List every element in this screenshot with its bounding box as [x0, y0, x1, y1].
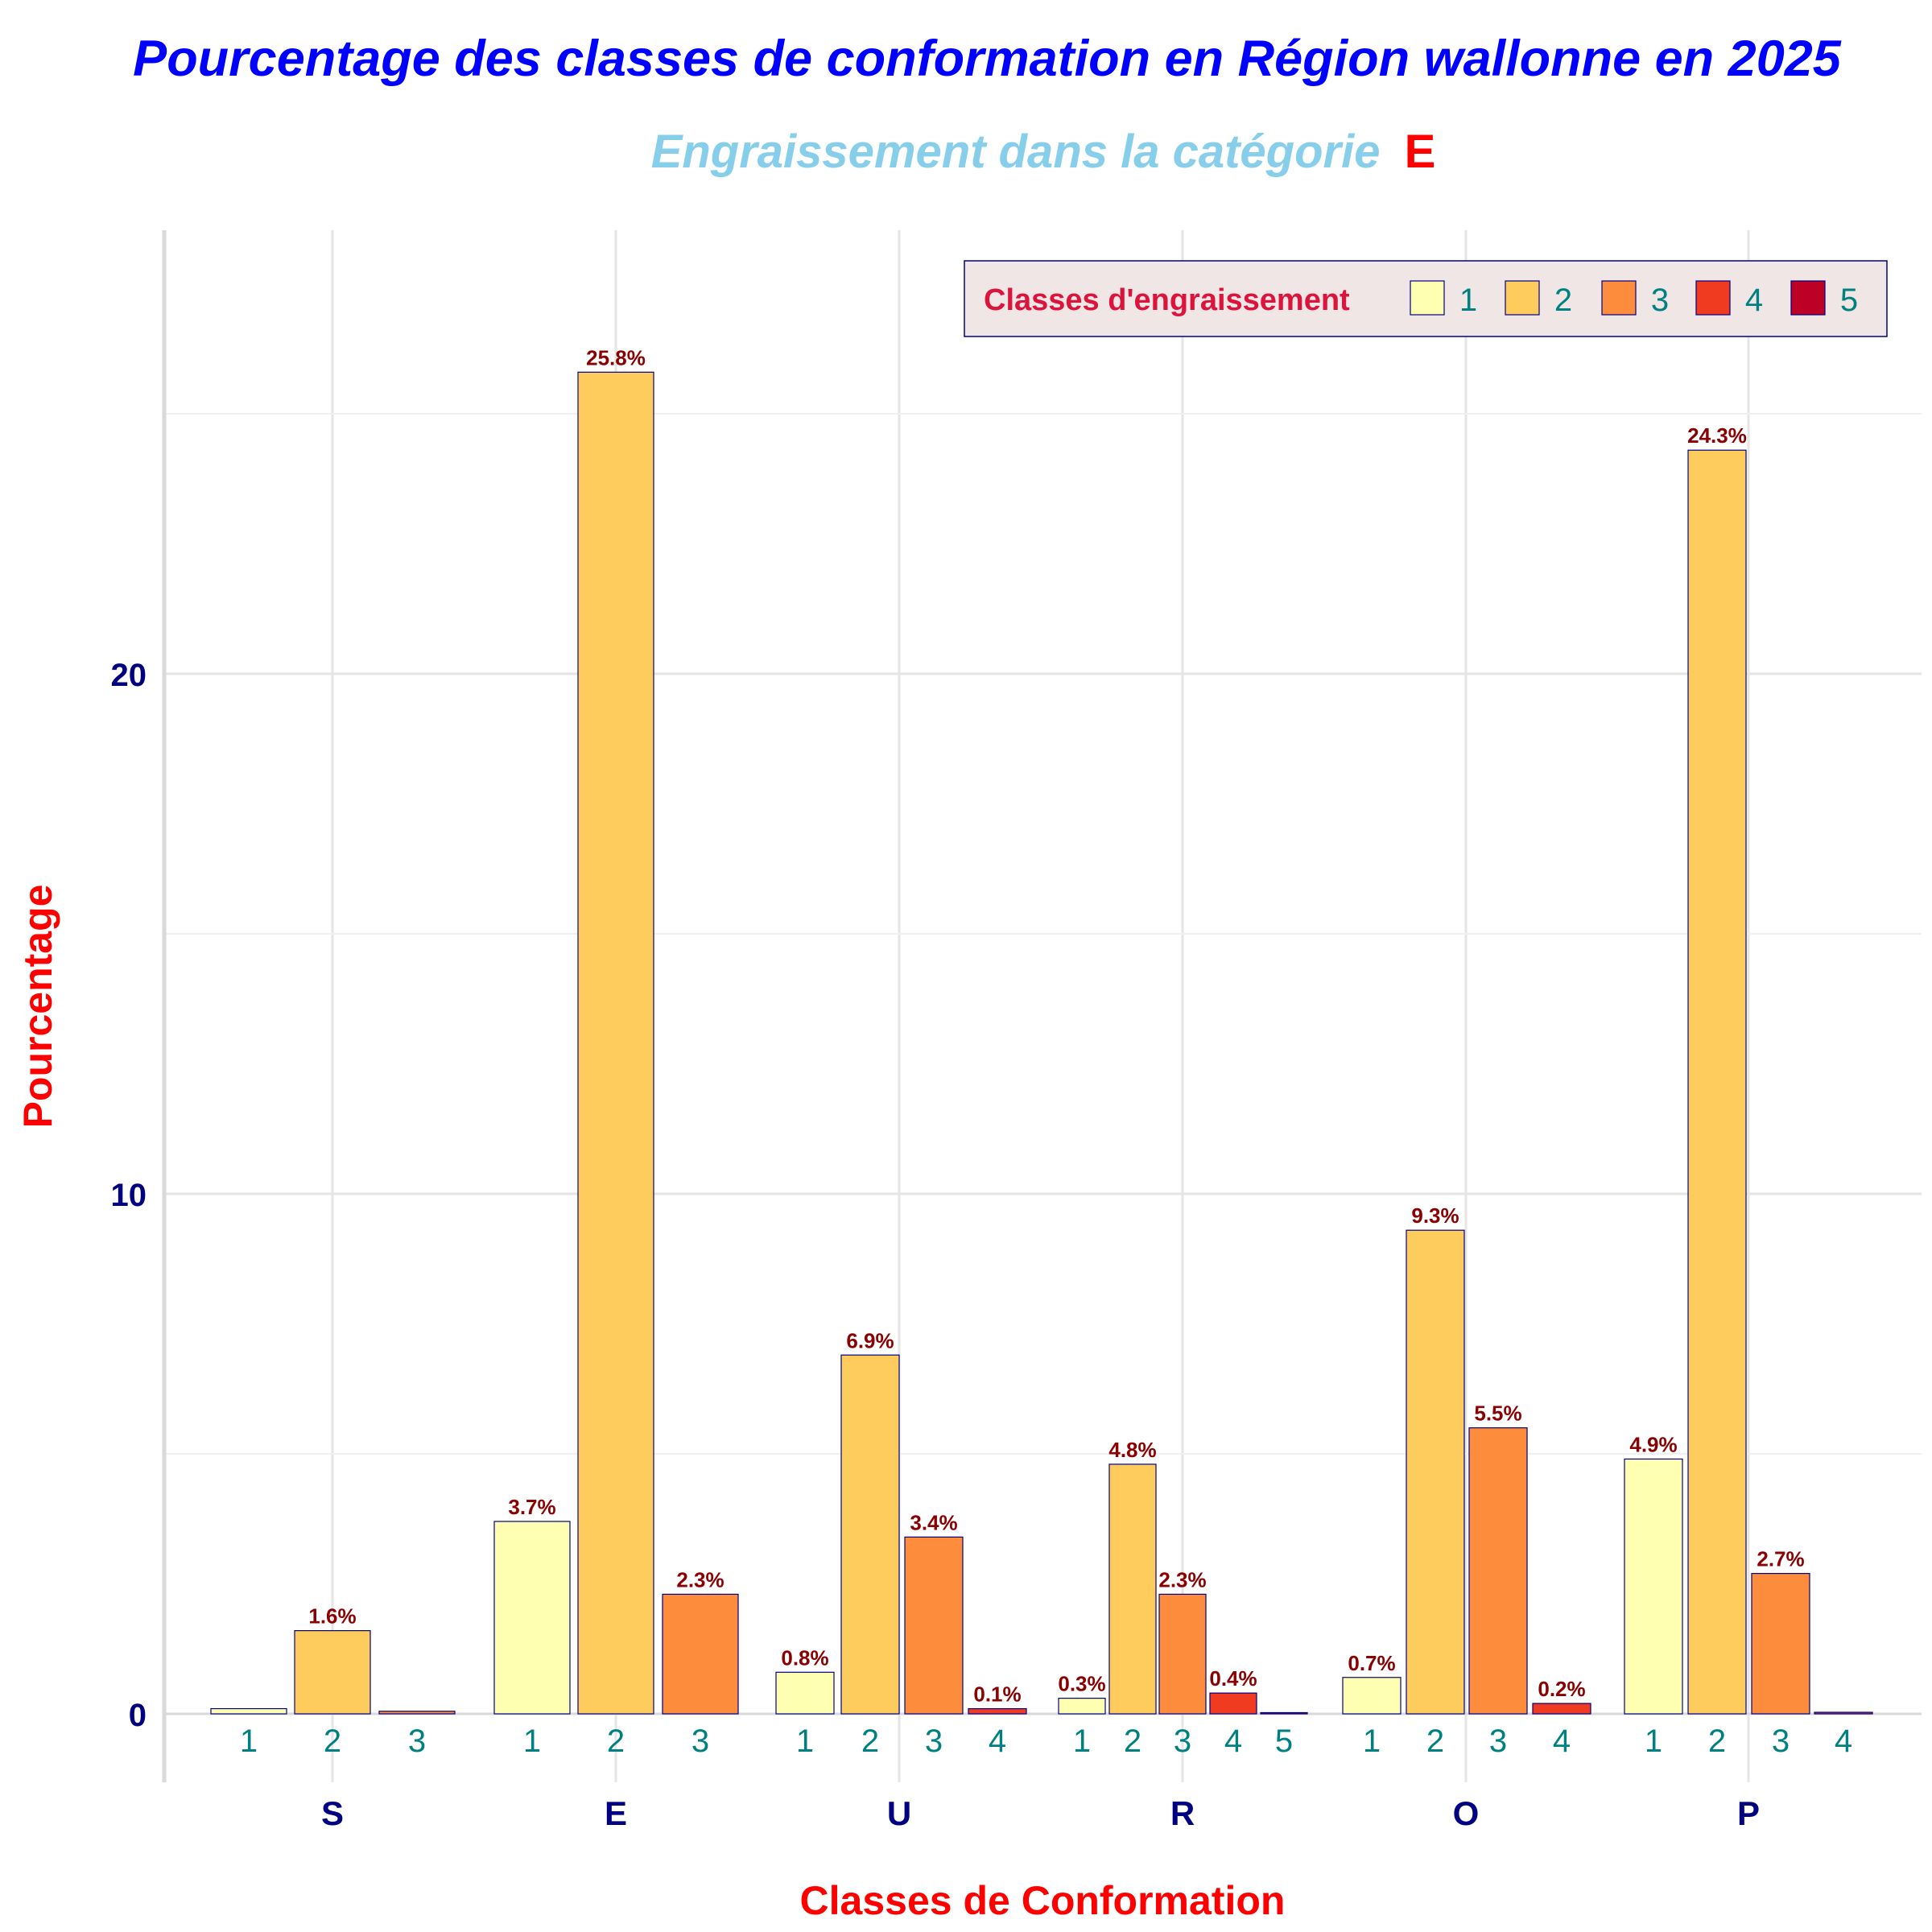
- y-tick-label: 10: [111, 1178, 147, 1213]
- y-tick-label: 0: [129, 1698, 147, 1733]
- sub-tick-S-3: 3: [408, 1724, 426, 1759]
- legend-label-3: 3: [1651, 283, 1669, 318]
- data-label-O-2: 9.3%: [1411, 1203, 1459, 1228]
- bar-U-2: [840, 1354, 900, 1715]
- sub-tick-O-3: 3: [1489, 1724, 1507, 1759]
- sub-tick-P-3: 3: [1772, 1724, 1790, 1759]
- legend-swatch-3: [1601, 280, 1637, 316]
- bar-S-2: [294, 1630, 371, 1715]
- bar-U-4: [968, 1707, 1027, 1715]
- sub-tick-U-3: 3: [925, 1724, 943, 1759]
- y-axis-ticks: 0 10 20: [111, 658, 147, 1733]
- bar-P-3: [1751, 1572, 1810, 1715]
- group-label-R: R: [1170, 1794, 1195, 1832]
- sub-tick-R-2: 2: [1124, 1724, 1141, 1759]
- group-label-O: O: [1453, 1794, 1480, 1832]
- sub-tick-E-1: 1: [523, 1724, 541, 1759]
- bar-O-2: [1406, 1229, 1465, 1715]
- chart-title: Pourcentage des classes de conformation …: [133, 31, 1842, 87]
- bar-P-4: [1814, 1711, 1873, 1715]
- legend-label-2: 2: [1554, 283, 1572, 318]
- legend-swatch-5: [1790, 280, 1826, 316]
- y-axis-title: Pourcentage: [15, 885, 60, 1129]
- bar-S-3: [378, 1711, 456, 1715]
- data-label-R-3: 2.3%: [1158, 1567, 1206, 1591]
- bar-O-4: [1532, 1703, 1591, 1715]
- sub-tick-S-1: 1: [240, 1724, 258, 1759]
- group-label-E: E: [605, 1794, 627, 1832]
- data-label-R-1: 0.3%: [1058, 1672, 1105, 1696]
- data-label-O-4: 0.2%: [1538, 1677, 1585, 1701]
- sub-tick-S-2: 2: [324, 1724, 341, 1759]
- bars: [210, 371, 1873, 1715]
- group-label-U: U: [887, 1794, 911, 1832]
- sub-tick-R-3: 3: [1174, 1724, 1191, 1759]
- subtitle-prefix: Engraissement dans la catégorie: [651, 126, 1381, 178]
- sub-tick-E-3: 3: [691, 1724, 709, 1759]
- y-tick-label: 20: [111, 658, 147, 693]
- x-axis-title: Classes de Conformation: [800, 1878, 1286, 1923]
- sub-tick-O-2: 2: [1426, 1724, 1444, 1759]
- legend-label-1: 1: [1459, 283, 1477, 318]
- data-label-S-2: 1.6%: [308, 1604, 356, 1629]
- bar-O-3: [1468, 1427, 1528, 1715]
- sub-tick-U-2: 2: [861, 1724, 879, 1759]
- sub-tick-U-4: 4: [989, 1724, 1006, 1759]
- data-label-U-4: 0.1%: [973, 1682, 1021, 1707]
- sub-tick-R-1: 1: [1073, 1724, 1091, 1759]
- x-axis-ticks: 1 2 3S1 2 3E1 2 3 4U1 2 3 4 5R1 2 3 4O1 2 3 4P: [240, 1724, 1852, 1832]
- chart-subtitle: Engraissement dans la catégorie E: [651, 126, 1436, 178]
- data-label-E-2: 25.8%: [586, 345, 646, 369]
- sub-tick-P-2: 2: [1708, 1724, 1726, 1759]
- data-label-U-2: 6.9%: [846, 1328, 894, 1352]
- bar-E-2: [577, 371, 654, 1715]
- bar-P-2: [1687, 449, 1747, 1715]
- bar-U-1: [775, 1671, 835, 1715]
- legend-label-4: 4: [1745, 283, 1763, 318]
- legend-title: Classes d'engraissement: [984, 283, 1350, 317]
- bar-R-3: [1158, 1593, 1207, 1715]
- sub-tick-R-4: 4: [1224, 1724, 1242, 1759]
- legend-swatch-2: [1505, 280, 1540, 316]
- group-label-S: S: [321, 1794, 344, 1832]
- bar-R-1: [1058, 1698, 1106, 1715]
- bar-O-1: [1342, 1677, 1402, 1715]
- bar-P-1: [1624, 1458, 1683, 1715]
- data-label-E-1: 3.7%: [508, 1495, 555, 1519]
- bar-E-1: [493, 1521, 571, 1715]
- bar-U-3: [904, 1536, 964, 1715]
- legend-swatch-1: [1410, 280, 1445, 316]
- data-label-P-1: 4.9%: [1629, 1432, 1677, 1456]
- legend-swatch-4: [1695, 280, 1731, 316]
- bar-R-2: [1108, 1463, 1157, 1715]
- legend-items: 1 2 3 4 5: [1410, 280, 1858, 318]
- data-label-R-4: 0.4%: [1209, 1666, 1257, 1690]
- legend: Classes d'engraissement 1 2 3 4 5: [964, 260, 1888, 337]
- sub-tick-O-1: 1: [1363, 1724, 1381, 1759]
- data-labels: 1.6% 3.7% 25.8% 2.3% 0.8% 6.9% 3.4% 0.1% 0.3% 4.8…: [308, 345, 1804, 1706]
- legend-label-5: 5: [1840, 283, 1858, 318]
- subtitle-highlight: E: [1405, 126, 1436, 178]
- group-label-P: P: [1737, 1794, 1760, 1832]
- data-label-U-3: 3.4%: [910, 1510, 957, 1534]
- data-label-O-3: 5.5%: [1474, 1402, 1521, 1426]
- bar-R-5: [1260, 1711, 1308, 1715]
- data-label-R-2: 4.8%: [1108, 1438, 1156, 1462]
- sub-tick-R-5: 5: [1275, 1724, 1293, 1759]
- sub-tick-U-1: 1: [796, 1724, 814, 1759]
- data-label-E-3: 2.3%: [676, 1567, 724, 1591]
- sub-tick-E-2: 2: [607, 1724, 625, 1759]
- data-label-O-1: 0.7%: [1348, 1651, 1395, 1675]
- sub-tick-P-4: 4: [1835, 1724, 1852, 1759]
- data-label-U-1: 0.8%: [781, 1645, 828, 1670]
- bar-S-1: [210, 1707, 287, 1715]
- sub-tick-O-4: 4: [1553, 1724, 1571, 1759]
- data-label-P-2: 24.3%: [1687, 423, 1747, 448]
- data-label-P-3: 2.7%: [1757, 1547, 1804, 1571]
- sub-tick-P-1: 1: [1645, 1724, 1662, 1759]
- bar-E-3: [662, 1593, 739, 1715]
- bar-R-4: [1209, 1692, 1257, 1715]
